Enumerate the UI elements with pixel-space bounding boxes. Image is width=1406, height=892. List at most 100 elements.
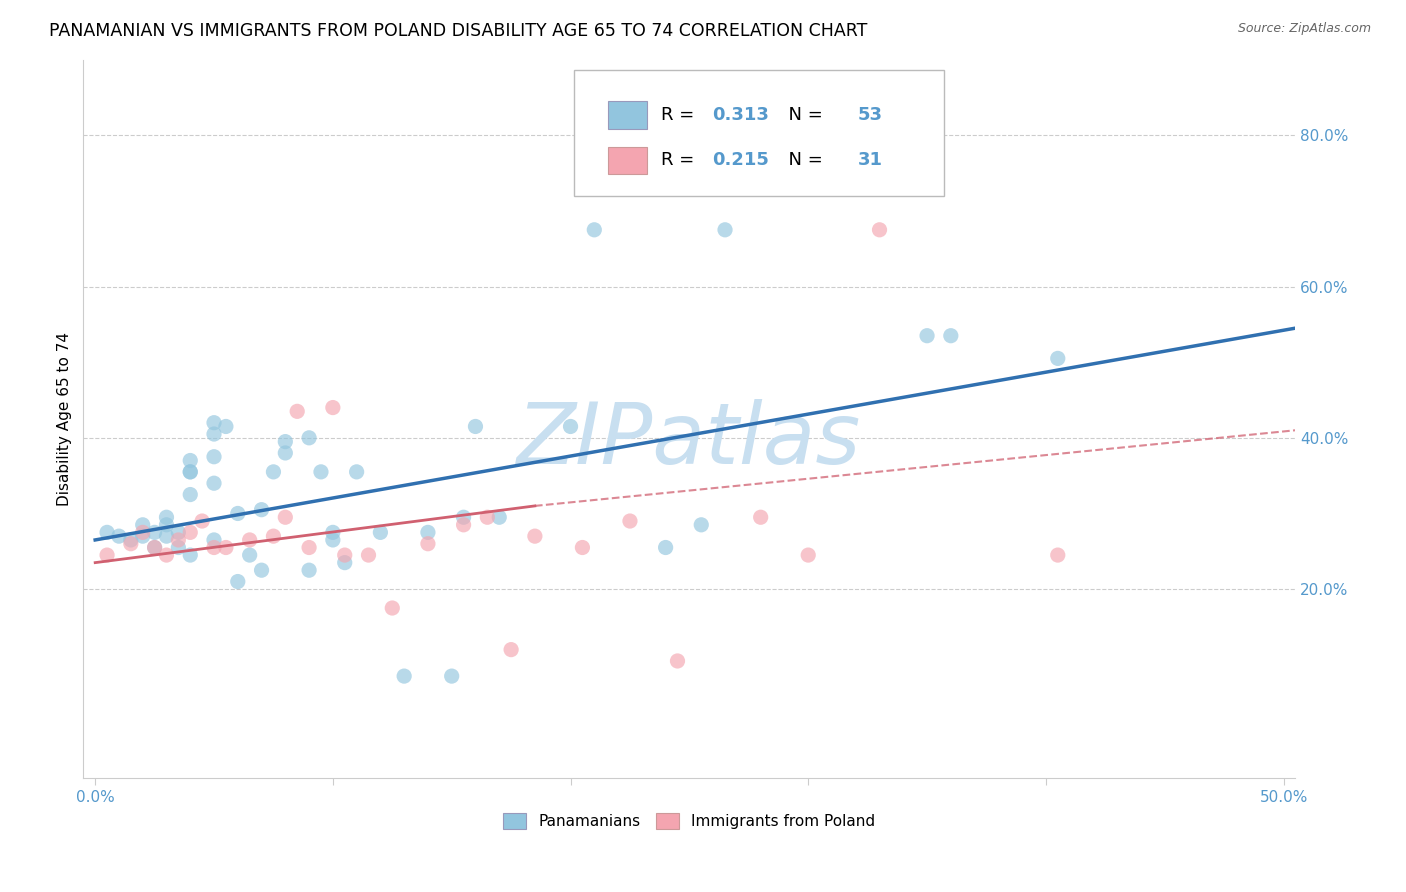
Text: PANAMANIAN VS IMMIGRANTS FROM POLAND DISABILITY AGE 65 TO 74 CORRELATION CHART: PANAMANIAN VS IMMIGRANTS FROM POLAND DIS… (49, 22, 868, 40)
Text: N =: N = (776, 106, 828, 124)
Point (298, 431, 321, 445)
Point (120, 533, 142, 547)
Point (262, 465, 284, 479)
Point (333, 548, 356, 562)
Point (571, 541, 593, 555)
Text: R =: R = (661, 152, 700, 169)
Point (226, 507, 249, 521)
Point (239, 533, 262, 547)
Point (440, 669, 463, 683)
Point (392, 669, 415, 683)
Point (1046, 548, 1069, 562)
Point (714, 223, 737, 237)
Y-axis label: Disability Age 65 to 74: Disability Age 65 to 74 (58, 332, 72, 506)
Point (453, 510, 475, 524)
Point (191, 514, 214, 528)
Point (274, 510, 297, 524)
Text: 0.215: 0.215 (713, 152, 769, 169)
Point (202, 427, 225, 442)
Point (155, 529, 177, 543)
Point (202, 416, 225, 430)
Point (262, 529, 284, 543)
Point (654, 541, 676, 555)
Point (215, 419, 238, 434)
Point (915, 328, 938, 343)
Point (583, 223, 606, 237)
Text: 31: 31 (858, 152, 883, 169)
Point (488, 510, 510, 524)
Point (226, 574, 249, 589)
Point (132, 517, 155, 532)
Point (143, 541, 166, 555)
Point (155, 510, 177, 524)
Text: 0.313: 0.313 (713, 106, 769, 124)
Point (179, 465, 201, 479)
Point (202, 476, 225, 491)
Text: Source: ZipAtlas.com: Source: ZipAtlas.com (1237, 22, 1371, 36)
Point (167, 525, 190, 540)
Text: N =: N = (776, 152, 828, 169)
Point (132, 529, 155, 543)
Point (215, 541, 238, 555)
Point (250, 502, 273, 516)
Point (939, 328, 962, 343)
Point (619, 514, 641, 528)
Point (666, 654, 689, 668)
Text: 53: 53 (858, 106, 883, 124)
Point (749, 510, 772, 524)
Point (132, 525, 155, 540)
Point (869, 223, 891, 237)
Point (274, 434, 297, 449)
Point (523, 529, 546, 543)
Text: R =: R = (661, 106, 700, 124)
Point (797, 548, 820, 562)
Text: ZIPatlas: ZIPatlas (517, 399, 862, 482)
Point (357, 548, 380, 562)
Legend: Panamanians, Immigrants from Poland: Panamanians, Immigrants from Poland (498, 807, 882, 835)
Point (179, 548, 201, 562)
Point (309, 465, 332, 479)
Point (370, 525, 392, 540)
Point (416, 525, 439, 540)
Point (179, 465, 201, 479)
Point (143, 525, 166, 540)
Point (155, 517, 177, 532)
Point (560, 419, 582, 434)
Point (285, 404, 308, 418)
Point (298, 541, 321, 555)
Point (464, 419, 486, 434)
Point (1046, 351, 1069, 366)
FancyBboxPatch shape (574, 70, 943, 196)
Point (179, 525, 201, 540)
Point (143, 541, 166, 555)
Point (381, 601, 404, 615)
Point (202, 533, 225, 547)
Point (322, 525, 344, 540)
Point (453, 517, 475, 532)
Point (501, 642, 523, 657)
FancyBboxPatch shape (609, 146, 647, 174)
Point (416, 537, 439, 551)
Point (96, 525, 118, 540)
Point (167, 541, 190, 555)
Point (179, 453, 201, 467)
Point (202, 450, 225, 464)
Point (333, 556, 356, 570)
Point (274, 446, 297, 460)
Point (322, 401, 344, 415)
Point (322, 533, 344, 547)
Point (346, 465, 368, 479)
Point (298, 563, 321, 577)
Point (690, 517, 713, 532)
Point (120, 537, 142, 551)
Point (96, 548, 118, 562)
Point (179, 487, 201, 501)
Point (202, 541, 225, 555)
Point (477, 510, 499, 524)
FancyBboxPatch shape (609, 102, 647, 128)
Point (155, 548, 177, 562)
Point (167, 533, 190, 547)
Point (250, 563, 273, 577)
Point (239, 548, 262, 562)
Point (108, 529, 131, 543)
